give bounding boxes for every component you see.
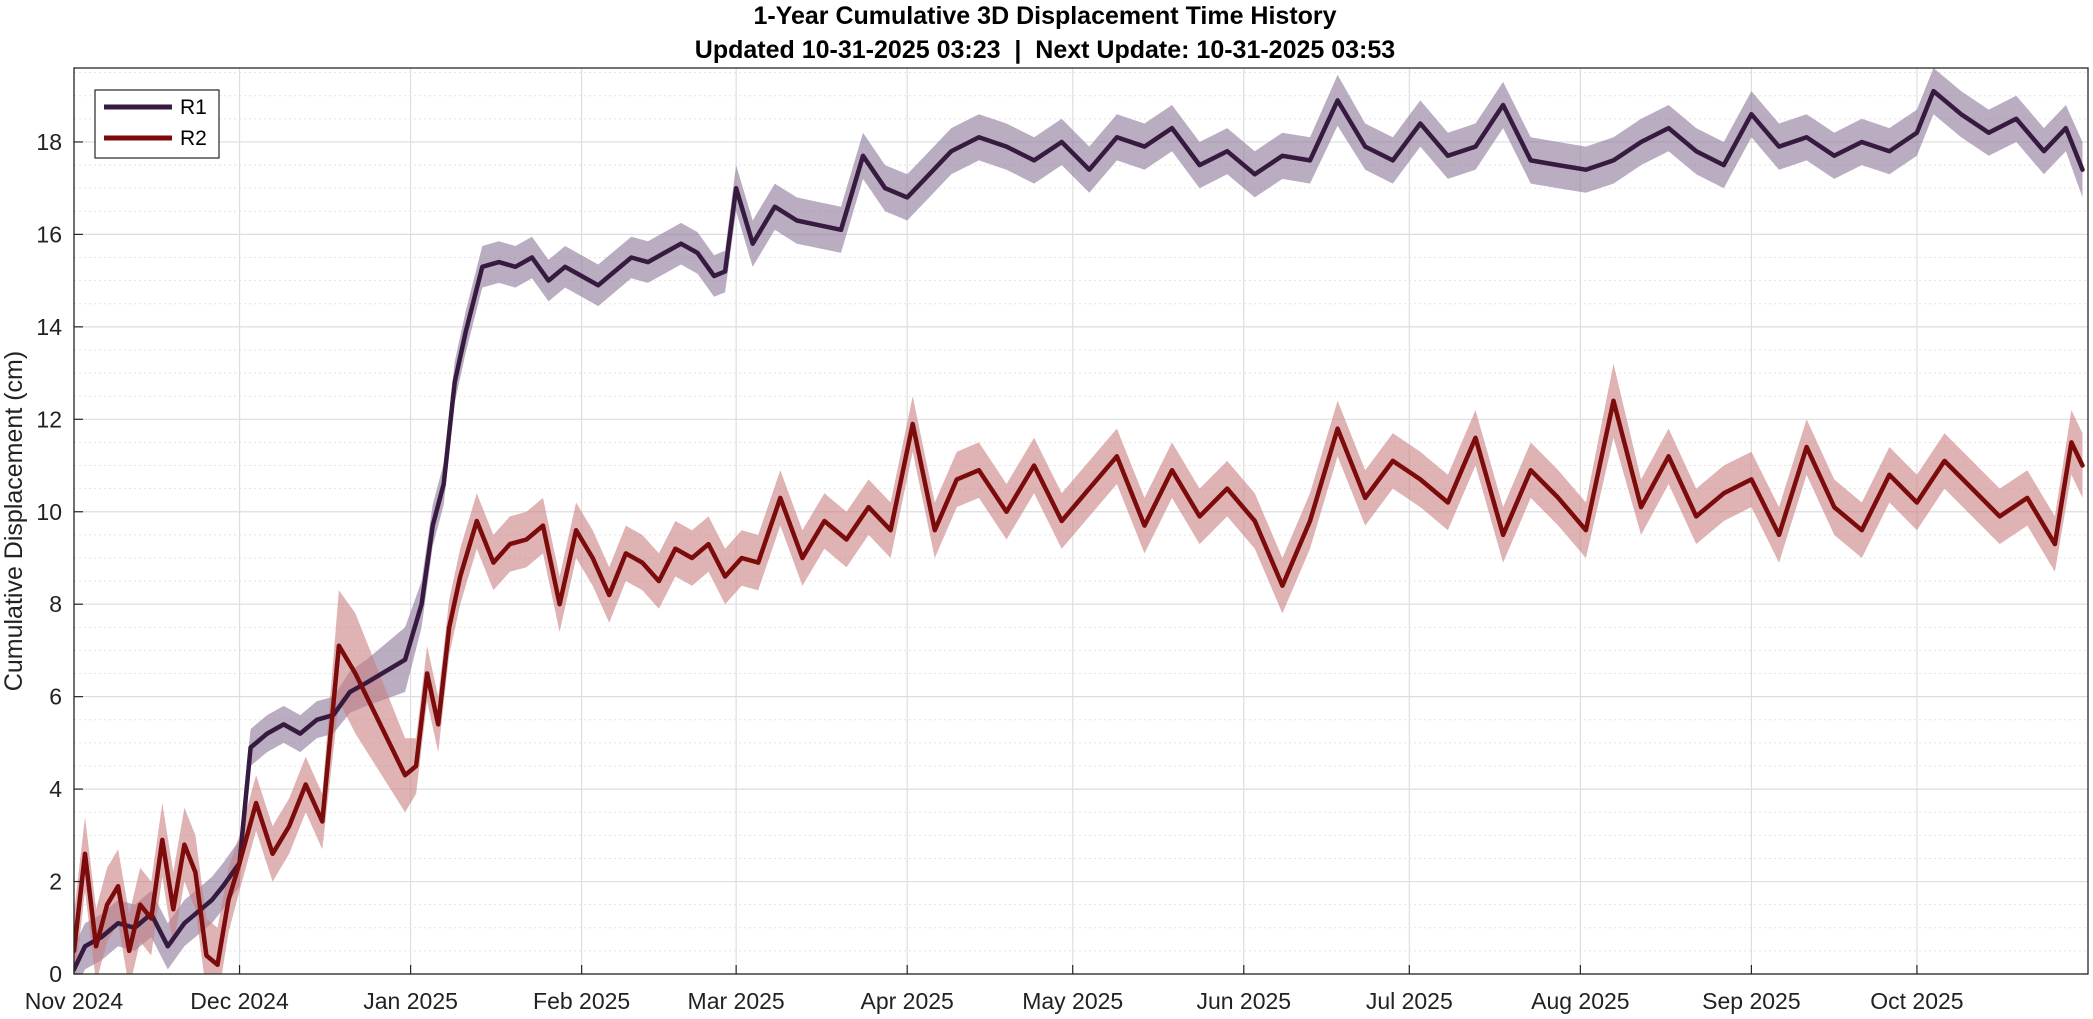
chart-subtitle: Updated 10-31-2025 03:23 | Next Update: … bbox=[695, 36, 1395, 64]
x-tick-label: Nov 2024 bbox=[25, 988, 124, 1014]
x-tick-label: Jun 2025 bbox=[1196, 988, 1291, 1014]
y-tick-label: 14 bbox=[36, 314, 62, 340]
x-tick-label: Oct 2025 bbox=[1870, 988, 1963, 1014]
y-tick-label: 0 bbox=[49, 961, 62, 987]
legend-label-r1: R1 bbox=[180, 96, 207, 119]
series-lines bbox=[74, 88, 2085, 972]
legend-label-r2: R2 bbox=[180, 127, 207, 150]
x-tick-label: Apr 2025 bbox=[861, 988, 954, 1014]
x-tick-label: Aug 2025 bbox=[1531, 988, 1629, 1014]
y-axis: 0 2 4 6 8 10 12 14 16 18 bbox=[36, 129, 83, 987]
y-tick-label: 8 bbox=[49, 591, 62, 617]
y-tick-label: 16 bbox=[36, 221, 62, 247]
legend-box bbox=[94, 89, 220, 159]
y-tick-label: 18 bbox=[36, 129, 62, 155]
x-tick-label: Jul 2025 bbox=[1366, 988, 1453, 1014]
band-r1 bbox=[74, 68, 2083, 974]
x-tick-label: Feb 2025 bbox=[533, 988, 630, 1014]
band-r2 bbox=[74, 363, 2083, 974]
y-tick-label: 2 bbox=[49, 869, 62, 895]
plot-frame bbox=[73, 67, 2089, 975]
series-line-r2 bbox=[74, 398, 2085, 968]
x-axis: Nov 2024 Dec 2024 Jan 2025 Feb 2025 Mar 2025… bbox=[25, 965, 1964, 1014]
x-tick-label: May 2025 bbox=[1022, 988, 1123, 1014]
x-tick-label: Jan 2025 bbox=[363, 988, 458, 1014]
y-tick-label: 10 bbox=[36, 499, 62, 525]
y-tick-label: 6 bbox=[49, 684, 62, 710]
series-line-r1 bbox=[74, 88, 2085, 972]
x-tick-label: Mar 2025 bbox=[688, 988, 785, 1014]
y-axis-label: Cumulative Displacement (cm) bbox=[0, 351, 28, 691]
chart-title: 1-Year Cumulative 3D Displacement Time H… bbox=[753, 2, 1336, 30]
y-tick-label: 12 bbox=[36, 406, 62, 432]
x-tick-label: Dec 2024 bbox=[190, 988, 289, 1014]
confidence-bands bbox=[74, 68, 2083, 974]
y-tick-label: 4 bbox=[49, 776, 62, 802]
x-tick-label: Sep 2025 bbox=[1702, 988, 1800, 1014]
legend: R1 R2 bbox=[94, 89, 220, 159]
